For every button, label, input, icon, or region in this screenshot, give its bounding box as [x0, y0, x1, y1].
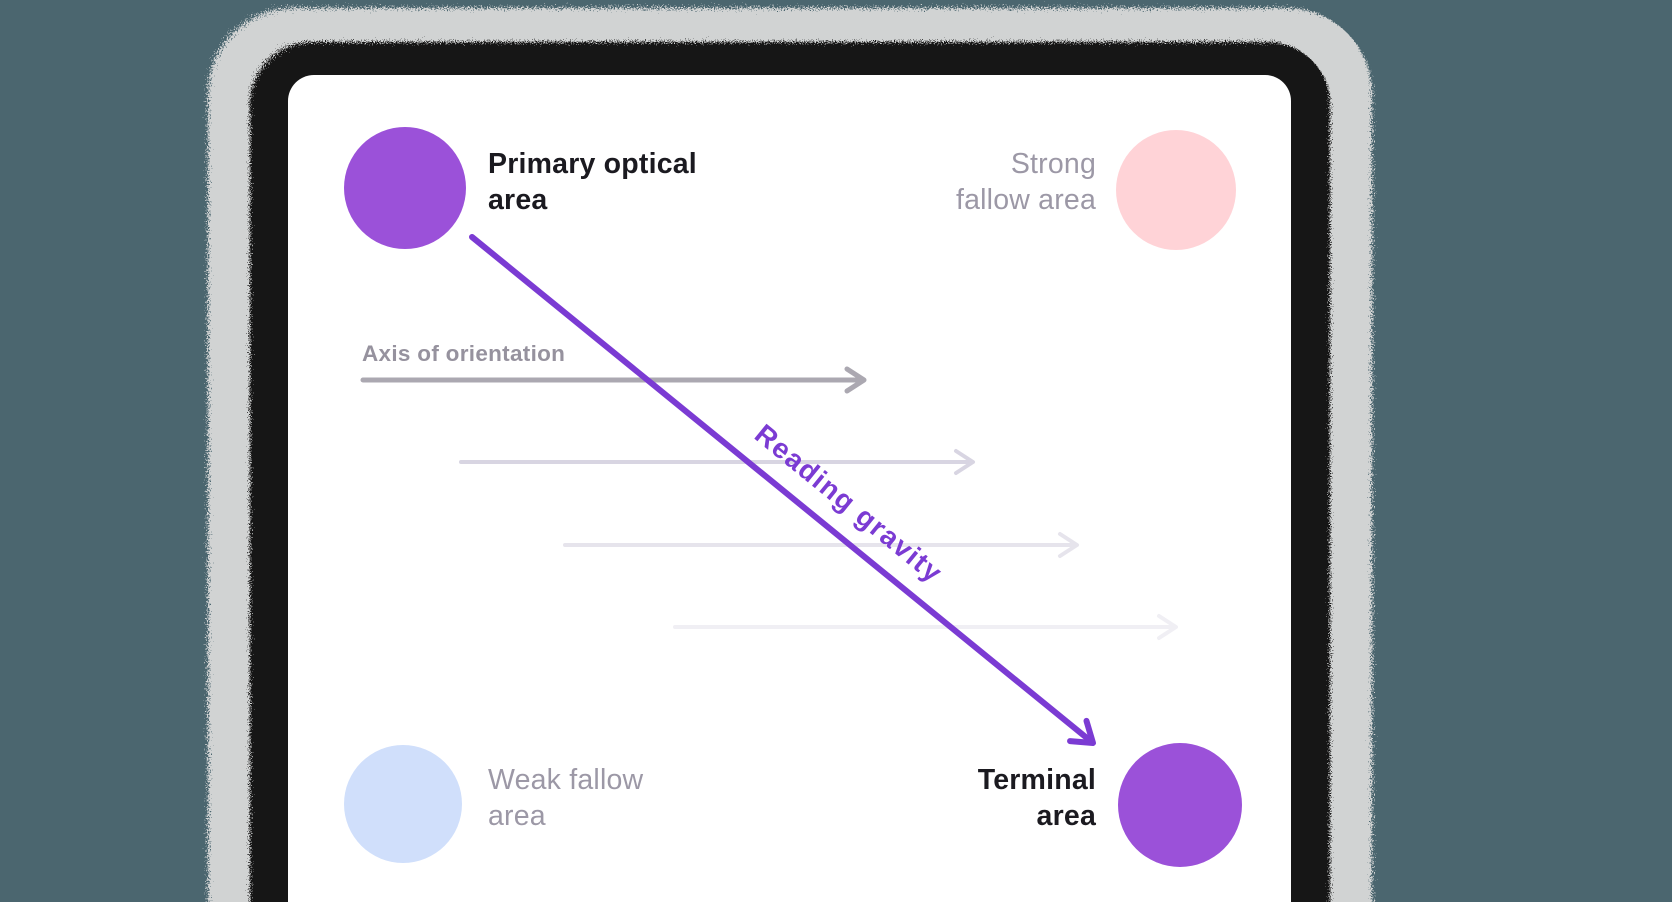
axis-arrow	[563, 532, 1079, 558]
weak-fallow-circle	[344, 745, 462, 863]
axis-arrow-group	[360, 366, 1178, 640]
weak-fallow-area-label: Weak fallow area	[488, 764, 644, 832]
primary-optical-circle	[344, 127, 466, 249]
strong-fallow-area-label: Strong fallow area	[955, 148, 1096, 216]
axis-arrow	[360, 366, 867, 394]
arrowhead-icon	[844, 366, 867, 394]
axis-arrow	[673, 614, 1178, 640]
reading-gravity-label: Reading gravity	[749, 418, 949, 589]
axis-of-orientation-label: Axis of orientation	[362, 341, 566, 366]
terminal-area-label: Terminal area	[977, 764, 1096, 832]
diagram-card	[288, 75, 1291, 902]
arrowhead-icon	[1157, 614, 1178, 640]
terminal-circle	[1118, 743, 1242, 867]
axis-arrow	[459, 449, 975, 475]
reading-gravity-line	[469, 234, 1090, 741]
arrowhead-icon	[1058, 532, 1079, 558]
primary-optical-area-label: Primary optical area	[488, 148, 697, 216]
strong-fallow-circle	[1116, 130, 1236, 250]
reading-gravity-arrow: Reading gravity	[469, 234, 1096, 746]
arrowhead-icon	[954, 449, 975, 475]
arrowhead-icon	[1067, 717, 1096, 746]
